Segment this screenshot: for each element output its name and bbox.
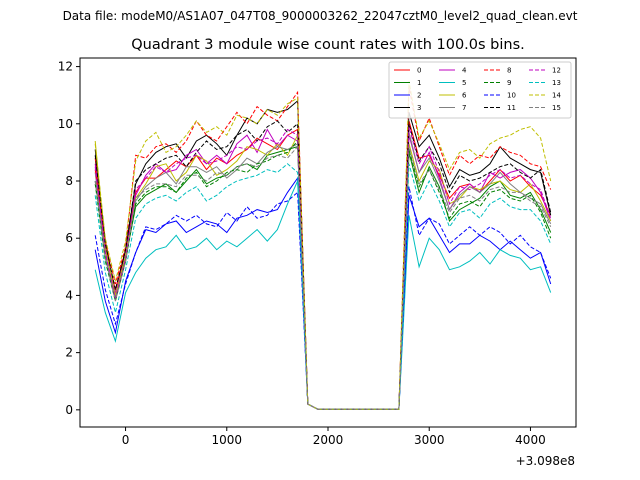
series-line-13 [94,163,552,410]
legend-label-10: 10 [507,92,516,100]
x-offset-label: +3.098e8 [516,454,575,468]
series-line-7 [94,132,552,410]
legend-label-0: 0 [417,67,421,75]
y-tick-label-12: 12 [58,60,73,74]
x-tick-label-0: 0 [122,433,130,447]
y-tick-label-4: 4 [65,288,73,302]
chart-title: Quadrant 3 module wise count rates with … [131,37,525,53]
suptitle: Data file: modeM0/AS1A07_047T08_90000032… [63,9,578,23]
series-line-14 [94,80,552,410]
legend-label-2: 2 [417,92,421,100]
legend-box [388,61,572,119]
legend-label-8: 8 [507,67,511,75]
y-tick-label-0: 0 [65,403,73,417]
x-tick-label-2000: 2000 [313,433,344,447]
y-tick-label-2: 2 [65,346,73,360]
y-tick-label-6: 6 [65,231,73,245]
series-line-12 [94,126,552,410]
series-line-10 [94,186,552,410]
legend-label-4: 4 [462,67,467,75]
y-tick-label-8: 8 [65,174,73,188]
series-line-9 [94,139,552,410]
series-line-2 [94,176,552,410]
legend-label-3: 3 [417,104,421,112]
x-tick-label-4000: 4000 [515,433,546,447]
series-line-15 [94,145,552,410]
legend-label-5: 5 [462,79,466,87]
legend-label-1: 1 [417,79,421,87]
series-line-1 [94,146,552,410]
legend-label-6: 6 [462,92,467,100]
legend-label-11: 11 [507,104,516,112]
x-tick-label-3000: 3000 [414,433,445,447]
legend-label-7: 7 [462,104,466,112]
legend-label-12: 12 [552,67,561,75]
legend-label-15: 15 [552,104,561,112]
legend-label-14: 14 [552,92,561,100]
legend-label-9: 9 [507,79,511,87]
y-tick-label-10: 10 [58,117,73,131]
x-tick-label-1000: 1000 [212,433,243,447]
series-line-6 [94,134,552,410]
legend-label-13: 13 [552,79,561,87]
